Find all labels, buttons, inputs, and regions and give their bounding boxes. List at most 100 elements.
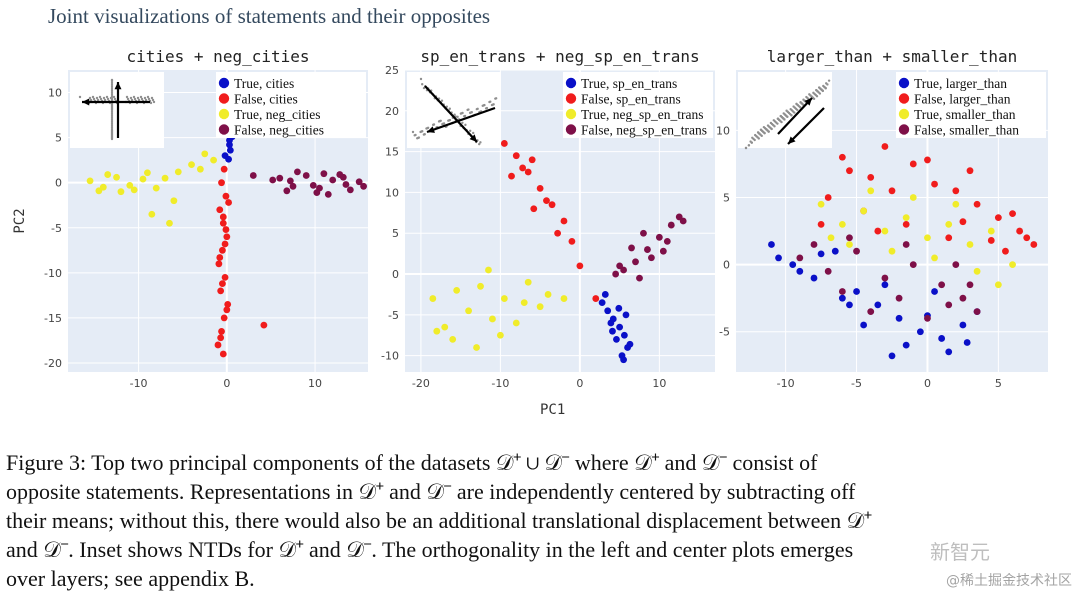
inset-point <box>103 98 107 102</box>
point-series-4 <box>320 170 328 178</box>
inset-point <box>766 124 770 127</box>
point-series-1 <box>609 327 616 335</box>
inset-point <box>110 81 114 85</box>
point-series-1 <box>853 288 860 295</box>
point-series-2 <box>223 306 231 314</box>
point-series-3 <box>126 181 134 189</box>
point-series-4 <box>355 178 363 186</box>
y-tick-label: -10 <box>44 267 62 280</box>
legend-label: False, neg_sp_en_trans <box>581 123 707 138</box>
figure-panels: PC2 cities + neg_cities -10 0 10 10 5 0 -5 -10 -15… <box>12 47 1048 390</box>
point-series-4 <box>881 274 889 282</box>
figure-caption: Figure 3: Top two principal components o… <box>6 448 1070 593</box>
point-series-4 <box>283 187 291 195</box>
point-series-1 <box>895 314 903 322</box>
point-series-1 <box>598 299 606 307</box>
y-tick-label: 15 <box>385 146 399 159</box>
inset-point <box>475 107 479 111</box>
point-series-2 <box>530 205 538 213</box>
legend-label: False, smaller_than <box>914 123 1019 138</box>
inset-point <box>488 100 491 104</box>
inset-point <box>106 97 110 101</box>
point-series-2 <box>576 262 584 270</box>
y-tick-label: 0 <box>723 259 730 272</box>
point-series-4 <box>313 189 321 197</box>
inset-point <box>110 85 114 89</box>
inset-point <box>441 122 444 126</box>
point-series-3 <box>113 173 120 181</box>
point-series-2 <box>220 314 228 322</box>
inset-point <box>754 133 757 137</box>
inset-point <box>762 125 766 129</box>
point-series-1 <box>945 348 953 356</box>
point-series-3 <box>104 171 112 178</box>
inset-point <box>92 97 96 101</box>
inset-point <box>799 101 802 104</box>
point-series-2 <box>1016 227 1024 235</box>
inset-point <box>478 142 481 146</box>
inset-point <box>149 101 153 105</box>
inset-ntd <box>407 72 501 148</box>
inset-point <box>751 136 754 139</box>
inset-arrow <box>787 107 825 145</box>
inset-point <box>110 83 114 87</box>
y-tick-label: -20 <box>44 357 62 370</box>
point-series-2 <box>218 328 225 335</box>
inset-point <box>110 133 114 137</box>
point-series-3 <box>86 177 94 185</box>
point-series-3 <box>838 220 846 228</box>
inset-point <box>792 105 795 108</box>
point-series-3 <box>130 186 138 194</box>
inset-point <box>110 137 114 141</box>
point-series-4 <box>838 288 846 295</box>
inset-point <box>744 146 748 150</box>
point-series-3 <box>95 187 103 195</box>
legend-label: True, smaller_than <box>914 107 1016 122</box>
inset-point <box>139 95 143 99</box>
inset-point <box>808 93 811 96</box>
point-series-1 <box>810 274 818 282</box>
point-series-2 <box>838 153 846 161</box>
point-series-3 <box>152 184 160 192</box>
inset-point <box>479 141 482 144</box>
point-series-3 <box>924 234 931 242</box>
inset-arrow <box>424 85 478 143</box>
inset-point <box>827 79 831 82</box>
point-series-2 <box>973 200 981 208</box>
point-series-2 <box>554 229 562 237</box>
point-series-1 <box>874 301 882 309</box>
point-series-4 <box>636 274 643 282</box>
shared-y-axis-label: PC2 <box>12 208 28 233</box>
inset-point <box>795 102 798 106</box>
legend-background <box>563 72 713 138</box>
inset-point <box>431 123 435 127</box>
legend-swatch <box>218 77 230 89</box>
point-series-3 <box>888 247 896 255</box>
inset-point <box>91 95 95 99</box>
inset-point <box>136 96 140 100</box>
point-series-2 <box>1023 234 1031 242</box>
inset-point <box>129 96 133 100</box>
watermark-overlay: 新智元 <box>930 540 990 564</box>
legend-swatch <box>218 108 230 120</box>
inset-point <box>411 130 415 134</box>
point-series-1 <box>607 319 615 327</box>
point-series-4 <box>269 176 277 184</box>
inset-point <box>98 95 102 99</box>
inset-point <box>110 89 114 93</box>
x-tick-label: 0 <box>576 377 583 390</box>
point-series-3 <box>201 150 209 158</box>
inset-point <box>750 141 753 144</box>
point-series-4 <box>309 181 317 189</box>
inset-point <box>789 108 792 111</box>
point-series-3 <box>477 282 484 290</box>
point-series-2 <box>560 217 568 225</box>
inset-point <box>440 99 444 102</box>
y-tick-label: 25 <box>385 64 399 77</box>
point-series-2 <box>219 219 227 227</box>
point-series-4 <box>632 258 639 266</box>
point-series-4 <box>796 254 804 262</box>
point-series-3 <box>973 267 981 275</box>
inset-point <box>137 98 141 102</box>
